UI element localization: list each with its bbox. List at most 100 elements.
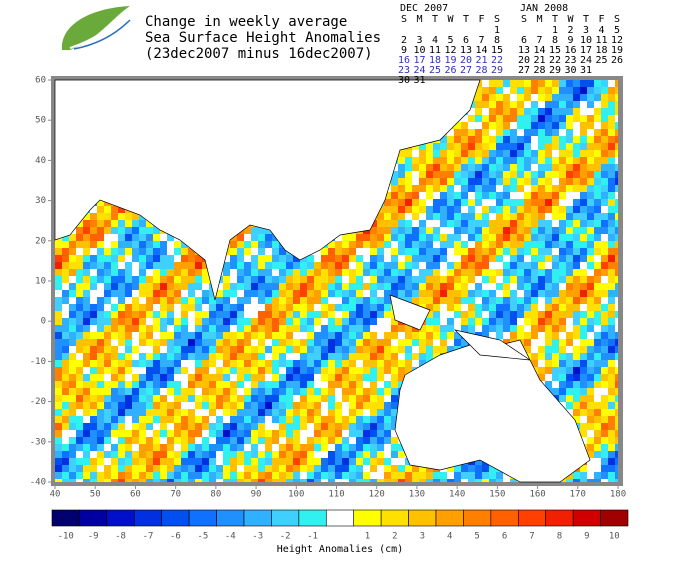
colorbar-swatch bbox=[161, 509, 190, 527]
anomaly-cell bbox=[412, 213, 419, 220]
anomaly-cell bbox=[216, 353, 223, 360]
anomaly-cell bbox=[146, 325, 153, 332]
anomaly-cell bbox=[251, 311, 258, 318]
anomaly-cell bbox=[503, 122, 510, 129]
anomaly-cell bbox=[573, 185, 580, 192]
anomaly-cell bbox=[300, 437, 307, 444]
anomaly-cell bbox=[307, 458, 314, 465]
anomaly-cell bbox=[97, 206, 104, 213]
anomaly-cell bbox=[433, 199, 440, 206]
anomaly-cell bbox=[335, 318, 342, 325]
anomaly-cell bbox=[405, 353, 412, 360]
anomaly-cell bbox=[356, 409, 363, 416]
anomaly-cell bbox=[510, 311, 517, 318]
anomaly-cell bbox=[566, 290, 573, 297]
anomaly-cell bbox=[503, 290, 510, 297]
anomaly-cell bbox=[216, 325, 223, 332]
anomaly-cell bbox=[552, 94, 559, 101]
anomaly-cell bbox=[447, 129, 454, 136]
anomaly-cell bbox=[244, 297, 251, 304]
anomaly-cell bbox=[573, 192, 580, 199]
anomaly-cell bbox=[587, 353, 594, 360]
anomaly-cell bbox=[503, 192, 510, 199]
anomaly-cell bbox=[433, 143, 440, 150]
anomaly-cell bbox=[90, 353, 97, 360]
anomaly-cell bbox=[426, 157, 433, 164]
anomaly-cell bbox=[524, 234, 531, 241]
anomaly-cell bbox=[531, 199, 538, 206]
anomaly-cell bbox=[314, 409, 321, 416]
anomaly-cell bbox=[384, 395, 391, 402]
anomaly-cell bbox=[125, 353, 132, 360]
anomaly-cell bbox=[510, 220, 517, 227]
anomaly-cell bbox=[62, 241, 69, 248]
anomaly-cell bbox=[587, 87, 594, 94]
anomaly-cell bbox=[174, 297, 181, 304]
x-tick-label: 180 bbox=[610, 490, 626, 500]
calendar-day: 14 bbox=[475, 45, 487, 56]
anomaly-cell bbox=[265, 374, 272, 381]
anomaly-cell bbox=[111, 346, 118, 353]
anomaly-cell bbox=[615, 458, 618, 465]
anomaly-cell bbox=[531, 122, 538, 129]
anomaly-cell bbox=[132, 248, 139, 255]
anomaly-cell bbox=[90, 423, 97, 430]
anomaly-cell bbox=[580, 353, 587, 360]
anomaly-cell bbox=[321, 458, 328, 465]
anomaly-cell bbox=[384, 269, 391, 276]
anomaly-cell bbox=[496, 122, 503, 129]
anomaly-cell bbox=[83, 234, 90, 241]
anomaly-cell bbox=[328, 416, 335, 423]
colorbar-swatch bbox=[435, 509, 464, 527]
colorbar-label: 10 bbox=[609, 532, 620, 542]
anomaly-cell bbox=[279, 444, 286, 451]
anomaly-cell bbox=[517, 241, 524, 248]
anomaly-cell bbox=[454, 290, 461, 297]
anomaly-cell bbox=[118, 325, 125, 332]
anomaly-cell bbox=[391, 451, 398, 458]
anomaly-cell bbox=[83, 374, 90, 381]
anomaly-cell bbox=[587, 332, 594, 339]
calendar-day: 5 bbox=[447, 35, 453, 46]
anomaly-cell bbox=[566, 108, 573, 115]
anomaly-cell bbox=[608, 416, 615, 423]
anomaly-cell bbox=[370, 241, 377, 248]
anomaly-cell bbox=[265, 360, 272, 367]
anomaly-cell bbox=[139, 269, 146, 276]
anomaly-cell bbox=[615, 129, 618, 136]
anomaly-cell bbox=[244, 395, 251, 402]
anomaly-cell bbox=[335, 458, 342, 465]
anomaly-cell bbox=[377, 374, 384, 381]
anomaly-cell bbox=[384, 374, 391, 381]
anomaly-cell bbox=[132, 472, 139, 479]
anomaly-cell bbox=[405, 339, 412, 346]
anomaly-cell bbox=[426, 171, 433, 178]
anomaly-cell bbox=[608, 241, 615, 248]
anomaly-cell bbox=[580, 409, 587, 416]
anomaly-cell bbox=[377, 409, 384, 416]
anomaly-cell bbox=[167, 332, 174, 339]
anomaly-cell bbox=[615, 416, 618, 423]
anomaly-cell bbox=[601, 122, 608, 129]
anomaly-cell bbox=[83, 395, 90, 402]
anomaly-cell bbox=[349, 297, 356, 304]
anomaly-cell bbox=[230, 367, 237, 374]
anomaly-cell bbox=[279, 374, 286, 381]
anomaly-cell bbox=[440, 220, 447, 227]
anomaly-cell bbox=[181, 262, 188, 269]
anomaly-cell bbox=[559, 381, 566, 388]
anomaly-cell bbox=[587, 220, 594, 227]
anomaly-cell bbox=[384, 199, 391, 206]
anomaly-cell bbox=[419, 290, 426, 297]
anomaly-cell bbox=[160, 374, 167, 381]
anomaly-cell bbox=[566, 185, 573, 192]
anomaly-cell bbox=[566, 360, 573, 367]
anomaly-cell bbox=[146, 227, 153, 234]
anomaly-cell bbox=[510, 150, 517, 157]
anomaly-cell bbox=[566, 374, 573, 381]
anomaly-cell bbox=[153, 297, 160, 304]
anomaly-cell bbox=[195, 458, 202, 465]
anomaly-cell bbox=[356, 241, 363, 248]
anomaly-cell bbox=[146, 255, 153, 262]
anomaly-cell bbox=[279, 269, 286, 276]
